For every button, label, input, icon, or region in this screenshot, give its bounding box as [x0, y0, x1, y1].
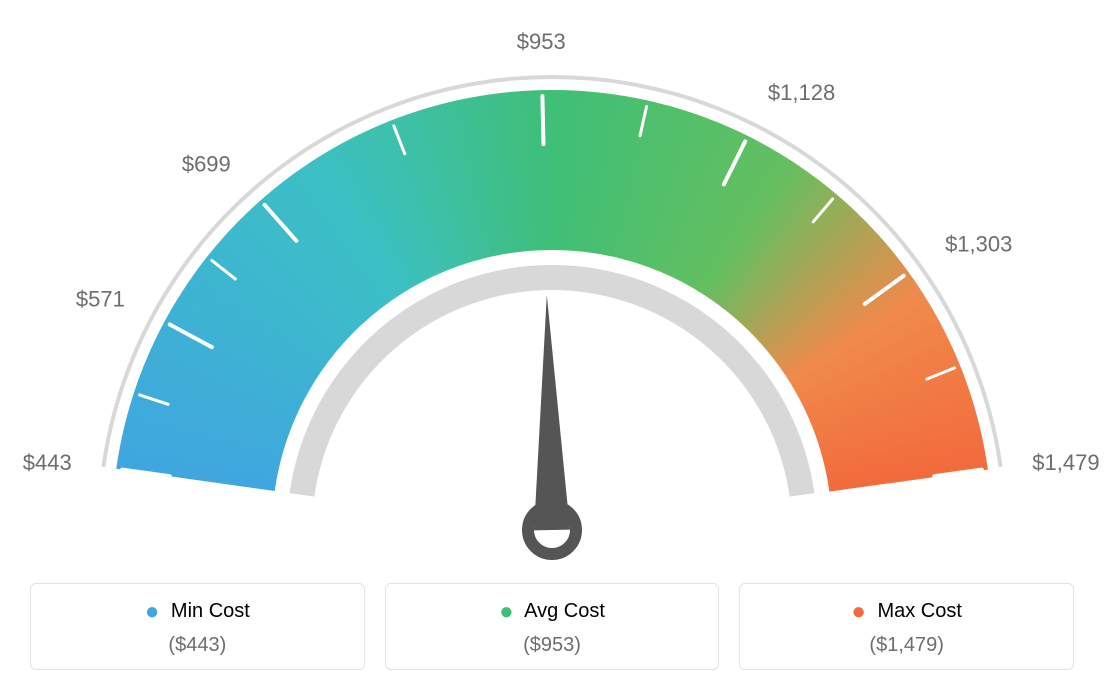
gauge-tick-label: $1,479: [1032, 450, 1099, 475]
gauge-tick-label: $1,303: [945, 232, 1012, 257]
gauge-tick-label: $953: [517, 29, 566, 54]
gauge-chart-container: $443 $571 $699 $953 $1,128 $1,303 $1,479 ● Min…: [0, 0, 1104, 690]
legend-min-value: ($443): [41, 634, 354, 657]
legend-card-avg: ● Avg Cost ($953): [385, 583, 720, 670]
gauge-tick-label: $571: [76, 286, 125, 311]
gauge-tick-label: $699: [182, 152, 231, 177]
gauge-svg: $443 $571 $699 $953 $1,128 $1,303 $1,479: [0, 0, 1104, 570]
legend-avg-title-text: Avg Cost: [524, 600, 605, 622]
legend-card-max: ● Max Cost ($1,479): [739, 583, 1074, 670]
legend-row: ● Min Cost ($443) ● Avg Cost ($953) ● Ma…: [30, 583, 1074, 670]
legend-avg-value: ($953): [396, 634, 709, 657]
legend-min-title-text: Min Cost: [171, 600, 250, 622]
legend-max-title: ● Max Cost: [750, 598, 1063, 626]
bullet-icon: ●: [851, 598, 866, 625]
bullet-icon: ●: [499, 598, 514, 625]
legend-card-min: ● Min Cost ($443): [30, 583, 365, 670]
gauge-area: $443 $571 $699 $953 $1,128 $1,303 $1,479: [0, 0, 1104, 570]
legend-min-title: ● Min Cost: [41, 598, 354, 626]
legend-avg-title: ● Avg Cost: [396, 598, 709, 626]
legend-max-title-text: Max Cost: [877, 600, 961, 622]
gauge-tick-label: $1,128: [768, 80, 835, 105]
gauge-needle: [534, 295, 570, 530]
bullet-icon: ●: [145, 598, 160, 625]
gauge-tick-label: $443: [23, 450, 72, 475]
legend-max-value: ($1,479): [750, 634, 1063, 657]
